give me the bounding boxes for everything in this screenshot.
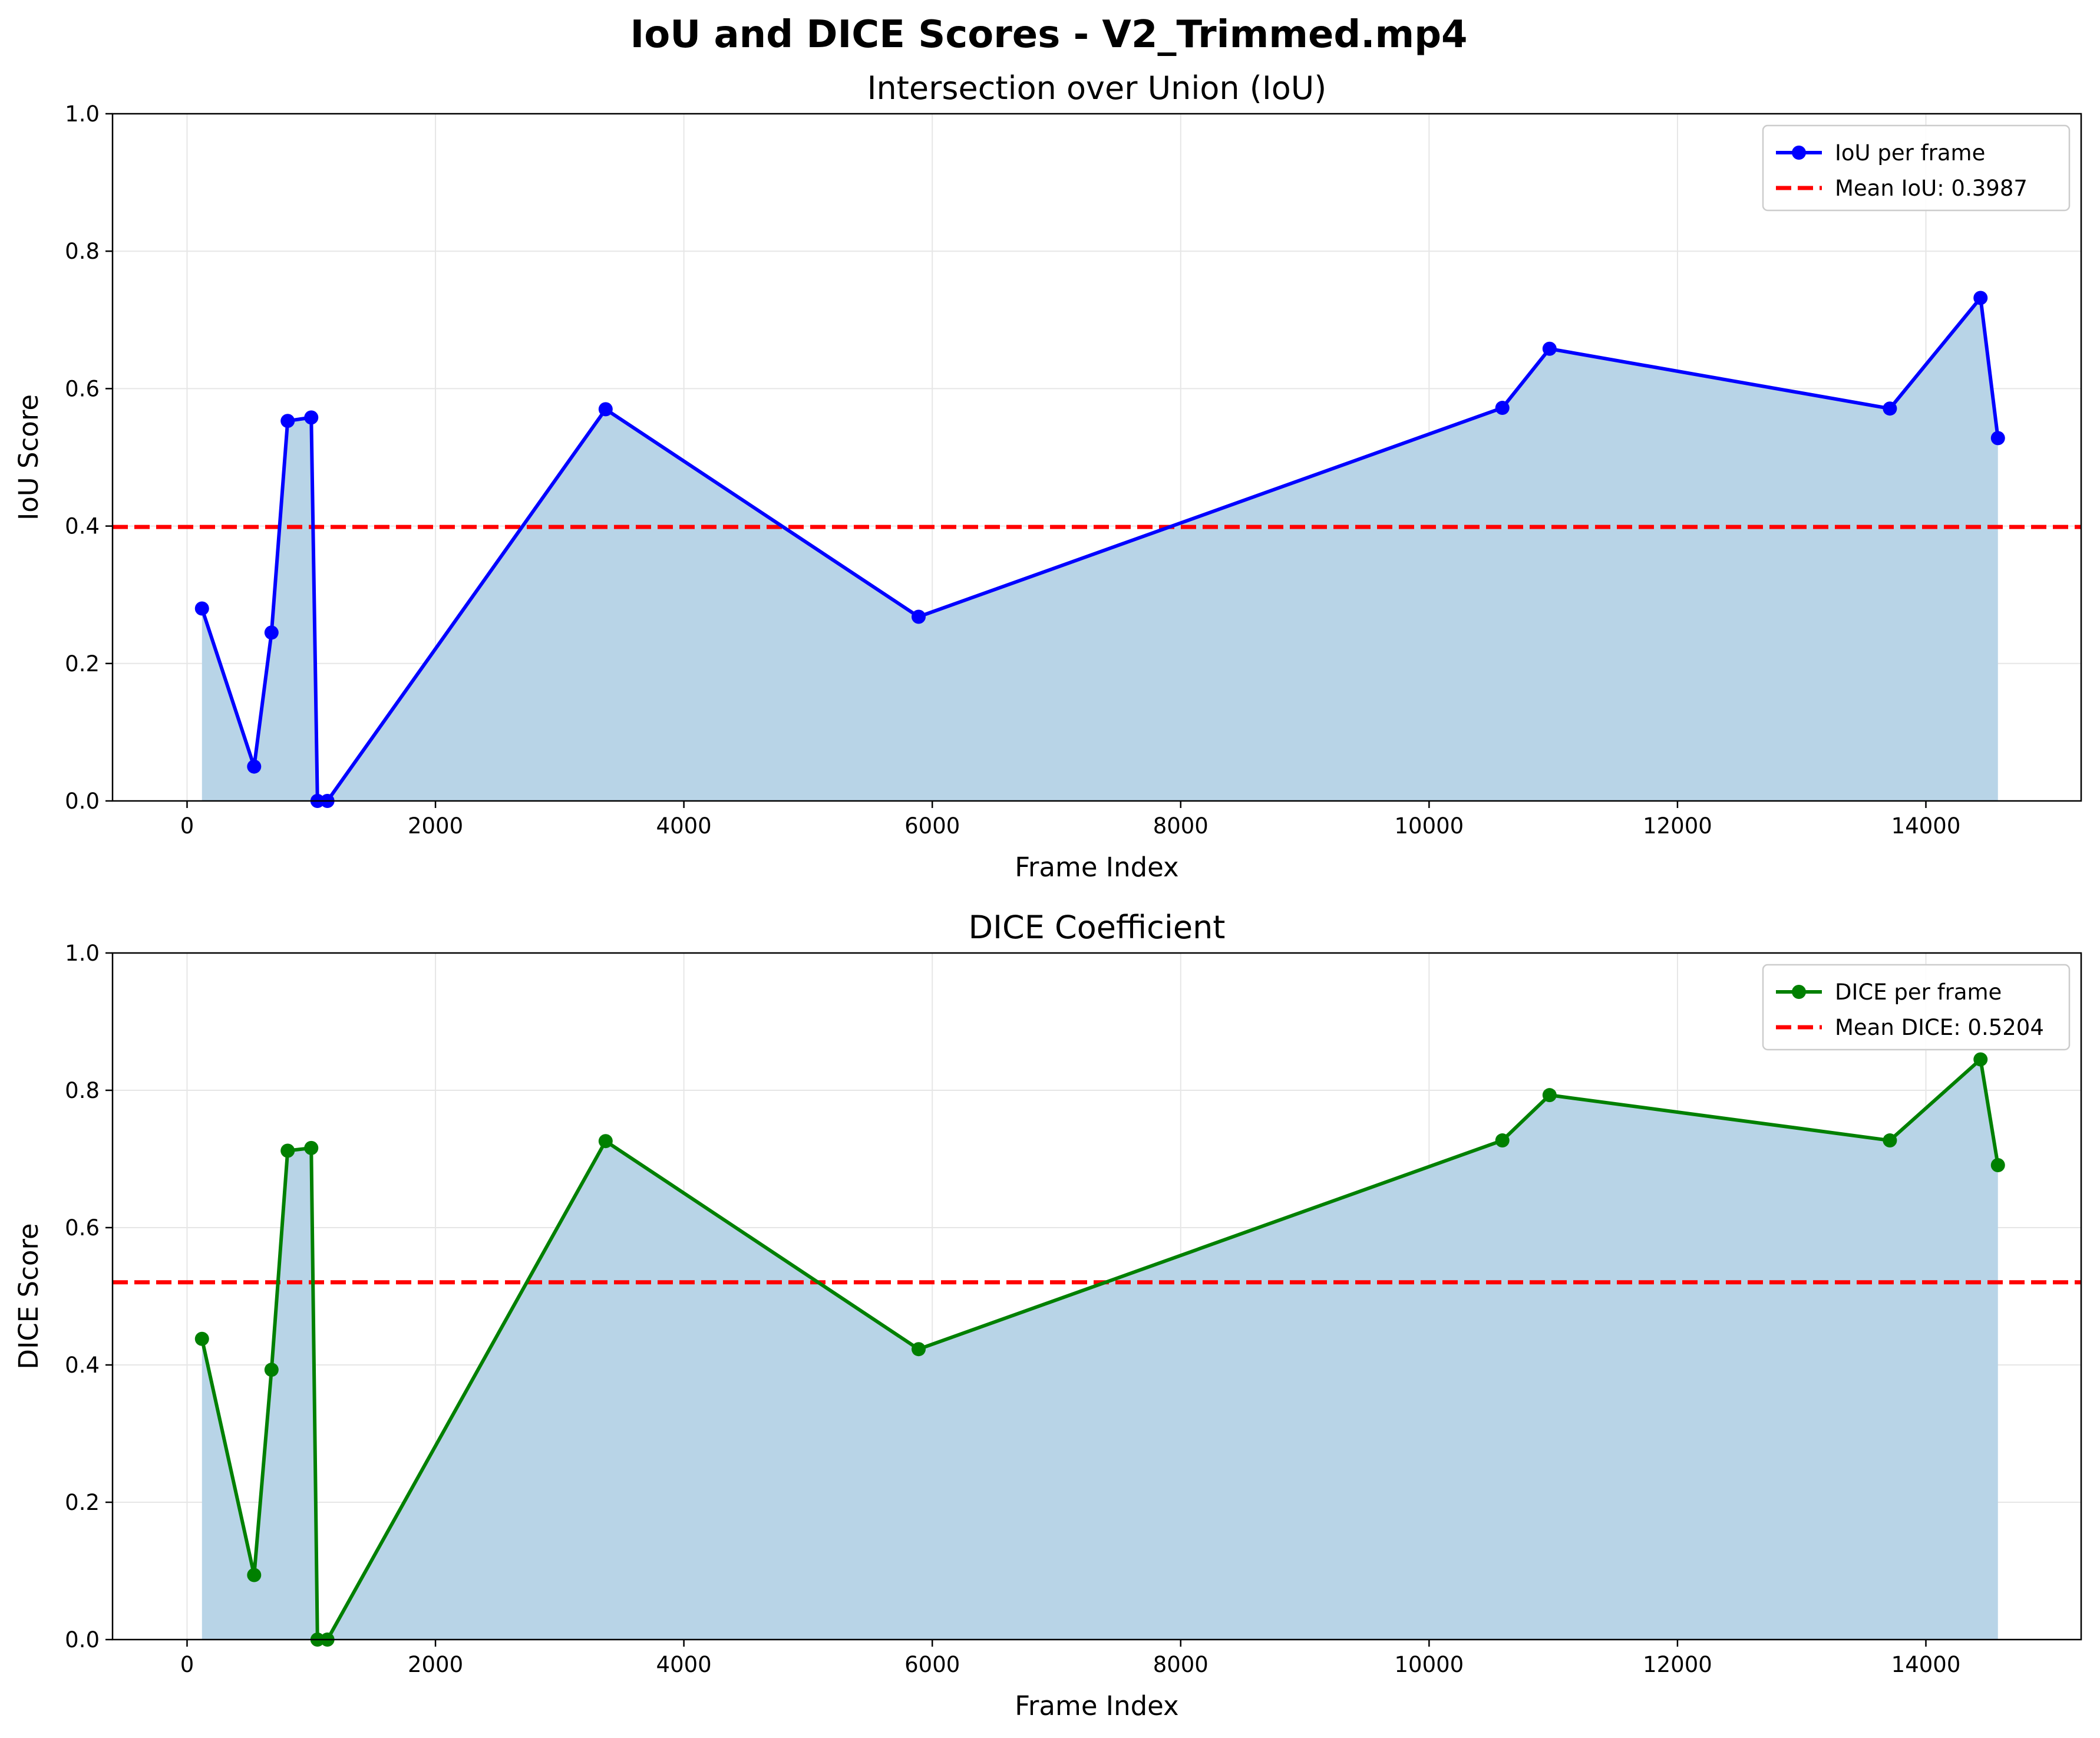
x-tick-label: 14000 [1891, 813, 1961, 839]
chart-panel-1: 0 2000 4000 6000 8000 10000 12000 14000 0.0 0.2 0.… [13, 70, 2081, 883]
data-point [265, 625, 279, 639]
x-tick-label: 14000 [1891, 1652, 1961, 1677]
area-fill [202, 1060, 1998, 1640]
data-point [912, 1342, 926, 1356]
x-tick-label: 12000 [1643, 813, 1712, 839]
legend-series-marker [1792, 146, 1806, 160]
axes-title: DICE Coefficient [969, 909, 1226, 946]
legend-mean-label: Mean DICE: 0.5204 [1835, 1015, 2044, 1040]
y-tick-label: 0.8 [65, 239, 100, 264]
x-tick-label: 10000 [1395, 813, 1464, 839]
y-tick-label: 1.0 [65, 101, 100, 127]
x-tick-label: 2000 [408, 813, 463, 839]
x-tick-label: 4000 [656, 813, 712, 839]
legend-mean-label: Mean IoU: 0.3987 [1835, 176, 2028, 201]
x-tick-label: 4000 [656, 1652, 712, 1677]
x-tick-label: 8000 [1153, 813, 1209, 839]
y-tick-label: 0.0 [65, 1627, 100, 1653]
data-point [247, 1568, 261, 1582]
x-axis-label: Frame Index [1015, 1690, 1178, 1721]
y-axis-label: IoU Score [13, 394, 44, 520]
y-tick-label: 0.8 [65, 1078, 100, 1103]
legend-series-label: DICE per frame [1835, 980, 2002, 1005]
data-point [247, 760, 261, 774]
x-tick-label: 2000 [408, 1652, 463, 1677]
data-point [265, 1363, 279, 1377]
y-tick-label: 0.6 [65, 376, 100, 401]
y-tick-label: 0.0 [65, 789, 100, 814]
x-tick-label: 0 [180, 813, 194, 839]
legend: DICE per frame Mean DICE: 0.5204 [1763, 965, 2069, 1050]
data-point [280, 1144, 295, 1158]
data-point [1543, 342, 1557, 356]
figure-title: IoU and DICE Scores - V2_Trimmed.mp4 [630, 13, 1467, 57]
x-axis-label: Frame Index [1015, 852, 1178, 883]
y-axis-label: DICE Score [13, 1223, 44, 1369]
x-tick-label: 6000 [904, 1652, 960, 1677]
data-point [1495, 1133, 1510, 1147]
y-tick-label: 0.2 [65, 651, 100, 677]
data-point [304, 410, 318, 424]
data-point [1991, 431, 2005, 445]
data-point [912, 610, 926, 624]
legend-series-marker [1792, 985, 1806, 999]
data-point [599, 1134, 613, 1148]
x-tick-label: 6000 [904, 813, 960, 839]
y-tick-label: 0.4 [65, 1353, 100, 1378]
y-tick-label: 0.4 [65, 514, 100, 539]
y-tick-label: 1.0 [65, 941, 100, 966]
data-point [1883, 401, 1897, 415]
area-fill [202, 298, 1998, 801]
x-tick-label: 0 [180, 1652, 194, 1677]
data-point [195, 602, 209, 616]
x-tick-label: 8000 [1153, 1652, 1209, 1677]
chart-panel-2: 0 2000 4000 6000 8000 10000 12000 14000 0.0 0.2 0.… [13, 909, 2081, 1721]
axes-title: Intersection over Union (IoU) [867, 70, 1327, 107]
data-point [1991, 1158, 2005, 1172]
data-point [599, 402, 613, 416]
data-point [195, 1332, 209, 1346]
y-tick-label: 0.6 [65, 1215, 100, 1241]
legend-series-label: IoU per frame [1835, 140, 1985, 166]
data-point [1973, 1053, 1987, 1067]
x-tick-label: 10000 [1395, 1652, 1464, 1677]
data-point [1883, 1133, 1897, 1147]
x-tick-label: 12000 [1643, 1652, 1712, 1677]
data-point [1543, 1088, 1557, 1102]
data-point [280, 414, 295, 428]
data-point [1495, 401, 1510, 415]
data-point [1973, 291, 1987, 305]
legend: IoU per frame Mean IoU: 0.3987 [1763, 126, 2069, 210]
data-point [304, 1141, 318, 1155]
y-tick-label: 0.2 [65, 1490, 100, 1515]
